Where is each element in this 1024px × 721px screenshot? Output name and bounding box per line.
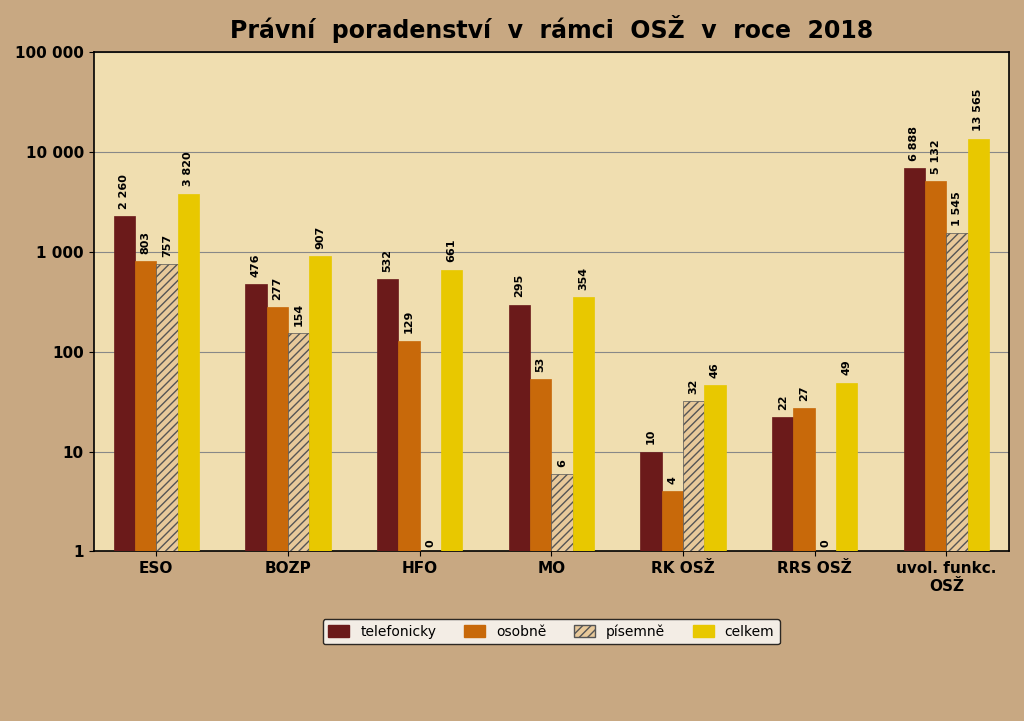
Text: 295: 295: [514, 274, 524, 298]
Bar: [266, 307, 288, 721]
Bar: [705, 385, 726, 721]
Text: 46: 46: [710, 363, 720, 378]
Text: 5 132: 5 132: [931, 139, 941, 174]
Text: 1 545: 1 545: [952, 191, 962, 226]
Text: 0: 0: [820, 540, 830, 547]
Bar: [815, 559, 836, 721]
Text: 22: 22: [777, 394, 787, 410]
Bar: [157, 264, 177, 721]
Bar: [441, 270, 462, 721]
Bar: [135, 261, 157, 721]
Text: 2 260: 2 260: [120, 174, 129, 209]
Text: 6 888: 6 888: [909, 125, 920, 161]
Text: 354: 354: [579, 267, 588, 290]
Text: 661: 661: [446, 239, 457, 262]
Bar: [662, 491, 683, 721]
Bar: [309, 256, 331, 721]
Text: 476: 476: [251, 253, 261, 277]
Text: 803: 803: [140, 231, 151, 254]
Text: 10: 10: [646, 429, 656, 444]
Bar: [836, 383, 857, 721]
Bar: [530, 379, 551, 721]
Text: 27: 27: [799, 386, 809, 402]
Text: 3 820: 3 820: [183, 151, 194, 186]
Bar: [903, 168, 925, 721]
Bar: [794, 408, 815, 721]
Title: Právní  poradenství  v  rámci  OSŽ  v  roce  2018: Právní poradenství v rámci OSŽ v roce 20…: [229, 15, 872, 43]
Text: 6: 6: [557, 459, 567, 466]
Bar: [968, 138, 989, 721]
Text: 32: 32: [688, 379, 698, 394]
Text: 0: 0: [425, 540, 435, 547]
Bar: [772, 417, 794, 721]
Bar: [683, 401, 705, 721]
Text: 49: 49: [842, 360, 852, 376]
Bar: [398, 340, 420, 721]
Text: 13 565: 13 565: [973, 89, 983, 131]
Text: 53: 53: [536, 357, 546, 372]
Bar: [946, 233, 968, 721]
Bar: [640, 451, 662, 721]
Bar: [177, 193, 199, 721]
Text: 907: 907: [315, 226, 325, 249]
Bar: [509, 305, 530, 721]
Bar: [114, 216, 135, 721]
Text: 129: 129: [404, 310, 414, 333]
Text: 277: 277: [272, 277, 283, 300]
Text: 757: 757: [162, 234, 172, 257]
Bar: [551, 474, 572, 721]
Bar: [377, 279, 398, 721]
Bar: [572, 297, 594, 721]
Text: 4: 4: [668, 477, 677, 484]
Text: 532: 532: [383, 249, 392, 272]
Legend: telefonicky, osobně, písemně, celkem: telefonicky, osobně, písemně, celkem: [323, 619, 780, 645]
Text: 154: 154: [294, 302, 304, 326]
Bar: [288, 333, 309, 721]
Bar: [246, 284, 266, 721]
Bar: [420, 559, 441, 721]
Bar: [925, 181, 946, 721]
